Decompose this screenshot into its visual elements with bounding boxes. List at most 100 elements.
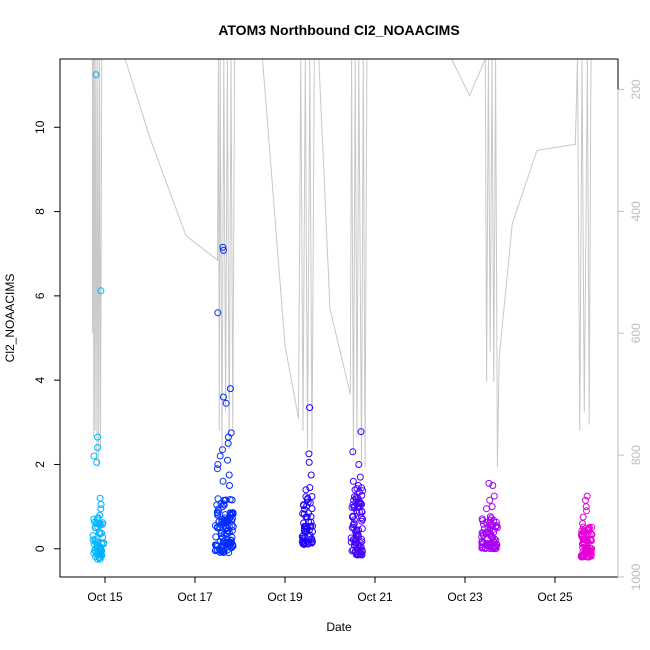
data-point <box>485 479 493 487</box>
data-point <box>94 433 101 441</box>
data-point <box>579 520 586 527</box>
data-point <box>92 71 100 79</box>
data-point <box>349 546 357 554</box>
data-point <box>94 523 102 531</box>
data-point <box>490 492 498 500</box>
data-point <box>219 520 227 528</box>
data-point <box>224 439 232 447</box>
data-point <box>489 482 497 489</box>
data-point <box>100 539 108 547</box>
data-point <box>306 531 314 539</box>
data-point <box>587 552 595 560</box>
x-tick-label: Oct 15 <box>87 590 123 604</box>
y-right-tick-label: 600 <box>629 323 643 343</box>
y-right-tick-label: 200 <box>629 79 643 99</box>
data-point <box>229 509 237 517</box>
data-point <box>308 535 316 543</box>
data-point <box>214 505 222 513</box>
data-point <box>349 477 357 485</box>
y-tick-label: 6 <box>33 292 47 299</box>
data-point <box>305 450 313 458</box>
y-right-tick-label: 800 <box>629 445 643 465</box>
data-point <box>583 492 591 500</box>
data-point <box>489 526 496 534</box>
data-point <box>214 309 222 317</box>
data-point <box>358 507 366 515</box>
data-point <box>306 523 314 531</box>
data-point <box>90 452 98 460</box>
data-point <box>308 539 316 547</box>
altitude-line <box>91 59 592 468</box>
data-point <box>359 487 367 495</box>
data-point <box>306 404 314 412</box>
x-tick-label: Oct 19 <box>267 590 303 604</box>
data-point <box>216 452 224 460</box>
y-axis: 0 2 4 6 8 10 <box>33 120 60 552</box>
data-point <box>97 287 105 295</box>
data-point <box>94 444 102 452</box>
data-point <box>223 530 231 537</box>
data-point <box>490 516 498 524</box>
data-point <box>587 547 595 555</box>
data-point <box>356 550 364 558</box>
y-tick-label: 0 <box>33 545 47 552</box>
data-point <box>226 496 234 503</box>
chart-title: ATOM3 Northbound Cl2_NOAACIMS <box>218 22 459 38</box>
data-point <box>221 511 229 519</box>
data-point <box>578 530 586 538</box>
data-point <box>89 532 97 540</box>
data-point <box>358 491 366 499</box>
y-tick-label: 4 <box>33 377 47 384</box>
data-point <box>355 461 363 468</box>
data-point <box>357 428 365 436</box>
data-point <box>579 523 587 531</box>
data-point <box>93 458 101 466</box>
data-point <box>480 525 488 533</box>
data-point <box>223 518 231 526</box>
data-point <box>92 519 100 527</box>
data-point <box>582 503 590 511</box>
data-point <box>354 531 362 539</box>
data-point <box>487 514 495 522</box>
y-tick-label: 10 <box>33 120 47 134</box>
x-tick-label: Oct 23 <box>447 590 483 604</box>
data-point <box>305 458 313 466</box>
data-point <box>306 484 314 492</box>
x-tick-label: Oct 25 <box>537 590 573 604</box>
data-point <box>211 547 219 555</box>
data-point <box>219 477 227 485</box>
data-point <box>582 545 590 553</box>
data-point <box>228 533 236 541</box>
data-point <box>478 544 486 552</box>
data-point <box>305 509 312 517</box>
data-point <box>588 530 595 538</box>
data-point <box>99 519 107 527</box>
data-point <box>227 539 235 546</box>
data-point <box>216 548 224 556</box>
data-point <box>212 533 220 541</box>
data-point <box>584 552 592 560</box>
data-point <box>349 512 357 520</box>
data-point <box>479 517 487 525</box>
data-point <box>359 515 367 523</box>
data-point <box>347 538 355 546</box>
data-point <box>356 473 364 481</box>
data-point <box>307 518 315 526</box>
data-point <box>486 496 494 504</box>
data-point <box>487 533 495 540</box>
y-axis-label: Cl2_NOAACIMS <box>3 274 17 363</box>
data-point <box>91 535 99 543</box>
data-point <box>97 505 105 513</box>
data-point <box>483 505 490 513</box>
y-tick-label: 8 <box>33 208 47 215</box>
data-point <box>485 541 493 549</box>
data-point <box>583 507 590 515</box>
data-point <box>98 529 105 537</box>
altitude-series <box>91 59 592 468</box>
data-point <box>226 482 233 489</box>
data-point <box>587 537 595 545</box>
data-point <box>220 549 228 556</box>
data-point <box>222 399 230 407</box>
y-tick-label: 2 <box>33 461 47 468</box>
